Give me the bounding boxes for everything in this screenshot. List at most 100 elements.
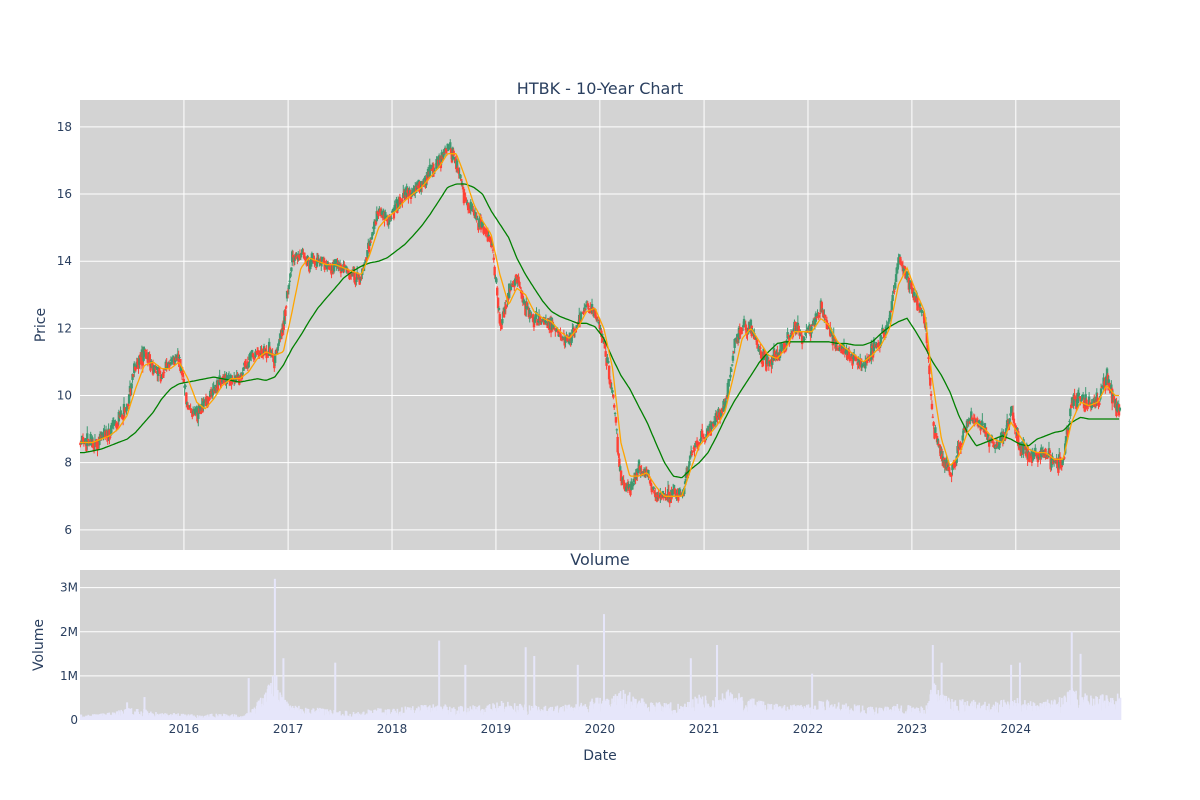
volume-bar bbox=[1118, 698, 1121, 720]
volume-grid bbox=[80, 587, 1120, 677]
candle bbox=[575, 324, 578, 329]
candle bbox=[955, 455, 958, 466]
volume-bar bbox=[184, 714, 187, 720]
volume-bar bbox=[100, 713, 103, 720]
candle bbox=[862, 361, 865, 367]
volume-bar bbox=[458, 706, 460, 720]
volume-bar bbox=[454, 709, 456, 720]
candle bbox=[598, 318, 601, 334]
volume-bar bbox=[656, 703, 658, 720]
candle bbox=[380, 208, 384, 216]
volume-bar bbox=[493, 704, 495, 720]
candle bbox=[931, 413, 935, 419]
candle bbox=[797, 324, 800, 332]
volume-bar bbox=[448, 706, 451, 720]
volume-bar bbox=[324, 709, 327, 720]
volume-y-tick-labels: 0 1M 2M 3M bbox=[60, 581, 78, 727]
candle bbox=[1005, 413, 1009, 429]
candle bbox=[987, 436, 991, 453]
volume-bar bbox=[747, 700, 750, 720]
volume-peak-bar bbox=[524, 647, 527, 720]
volume-bar bbox=[507, 705, 510, 720]
volume-bar bbox=[663, 703, 666, 720]
volume-bar bbox=[571, 707, 574, 720]
volume-bar bbox=[1024, 700, 1026, 720]
volume-bar bbox=[869, 706, 872, 720]
candle bbox=[127, 393, 131, 405]
volume-y-tick-label: 3M bbox=[60, 581, 78, 595]
candle bbox=[767, 357, 771, 371]
volume-bar bbox=[972, 699, 975, 720]
date-x-tick-labels: 2016 2017 2018 2019 2020 2021 2022 2023 2024 bbox=[169, 722, 1031, 736]
volume-bar bbox=[228, 715, 230, 720]
candle bbox=[177, 350, 180, 368]
candle bbox=[730, 367, 733, 373]
candle bbox=[612, 394, 615, 400]
volume-bar bbox=[645, 704, 648, 720]
candle bbox=[638, 464, 642, 475]
volume-bar bbox=[349, 713, 351, 720]
volume-bar bbox=[1074, 693, 1076, 720]
candlestick-series bbox=[79, 139, 1122, 508]
candle bbox=[365, 257, 368, 261]
volume-bar bbox=[753, 698, 755, 720]
candle bbox=[449, 139, 452, 151]
candle bbox=[838, 343, 841, 352]
candle bbox=[701, 423, 704, 443]
candle bbox=[130, 382, 133, 396]
volume-bar bbox=[1103, 700, 1106, 720]
candle bbox=[905, 271, 909, 283]
candle bbox=[948, 468, 952, 477]
candle bbox=[495, 276, 498, 284]
candle bbox=[755, 338, 759, 349]
volume-bar bbox=[474, 706, 476, 720]
candle bbox=[570, 337, 573, 346]
candle bbox=[493, 265, 496, 279]
candle bbox=[1011, 405, 1014, 412]
volume-bar bbox=[546, 710, 548, 720]
candle bbox=[586, 301, 589, 310]
candle bbox=[918, 301, 922, 313]
volume-bar bbox=[552, 711, 554, 720]
x-tick-label-2018: 2018 bbox=[377, 722, 408, 736]
volume-bar bbox=[681, 707, 684, 720]
candle bbox=[287, 283, 291, 295]
volume-bar bbox=[335, 712, 338, 720]
volume-bar bbox=[499, 705, 502, 720]
candle bbox=[701, 434, 705, 437]
candle bbox=[615, 428, 618, 435]
candle bbox=[442, 149, 445, 161]
candle bbox=[864, 355, 867, 372]
volume-bar bbox=[86, 715, 88, 720]
volume-peak-bar bbox=[126, 702, 129, 720]
candle bbox=[247, 361, 250, 369]
candle bbox=[189, 403, 192, 414]
volume-bar bbox=[375, 710, 378, 720]
volume-bar bbox=[307, 708, 310, 720]
candle bbox=[765, 354, 769, 367]
candle bbox=[290, 267, 293, 273]
volume-bar bbox=[359, 713, 361, 720]
volume-bar bbox=[556, 705, 559, 720]
candle bbox=[1003, 432, 1006, 434]
candle bbox=[390, 214, 393, 222]
candle bbox=[394, 203, 397, 209]
volume-bar bbox=[536, 709, 538, 720]
candle bbox=[476, 215, 479, 221]
volume-bar bbox=[918, 711, 920, 720]
x-tick-label-2021: 2021 bbox=[689, 722, 720, 736]
volume-bar bbox=[1117, 700, 1120, 720]
volume-bar bbox=[995, 701, 997, 720]
volume-bar bbox=[398, 711, 401, 720]
candle bbox=[928, 363, 931, 380]
candle bbox=[366, 250, 369, 259]
candle bbox=[160, 374, 163, 380]
volume-peak-bar bbox=[689, 658, 692, 720]
x-tick-label-2022: 2022 bbox=[793, 722, 824, 736]
volume-bar bbox=[501, 705, 503, 720]
volume-bar bbox=[1119, 697, 1122, 720]
candle bbox=[667, 484, 671, 497]
candle bbox=[256, 347, 259, 356]
candle bbox=[891, 290, 894, 302]
